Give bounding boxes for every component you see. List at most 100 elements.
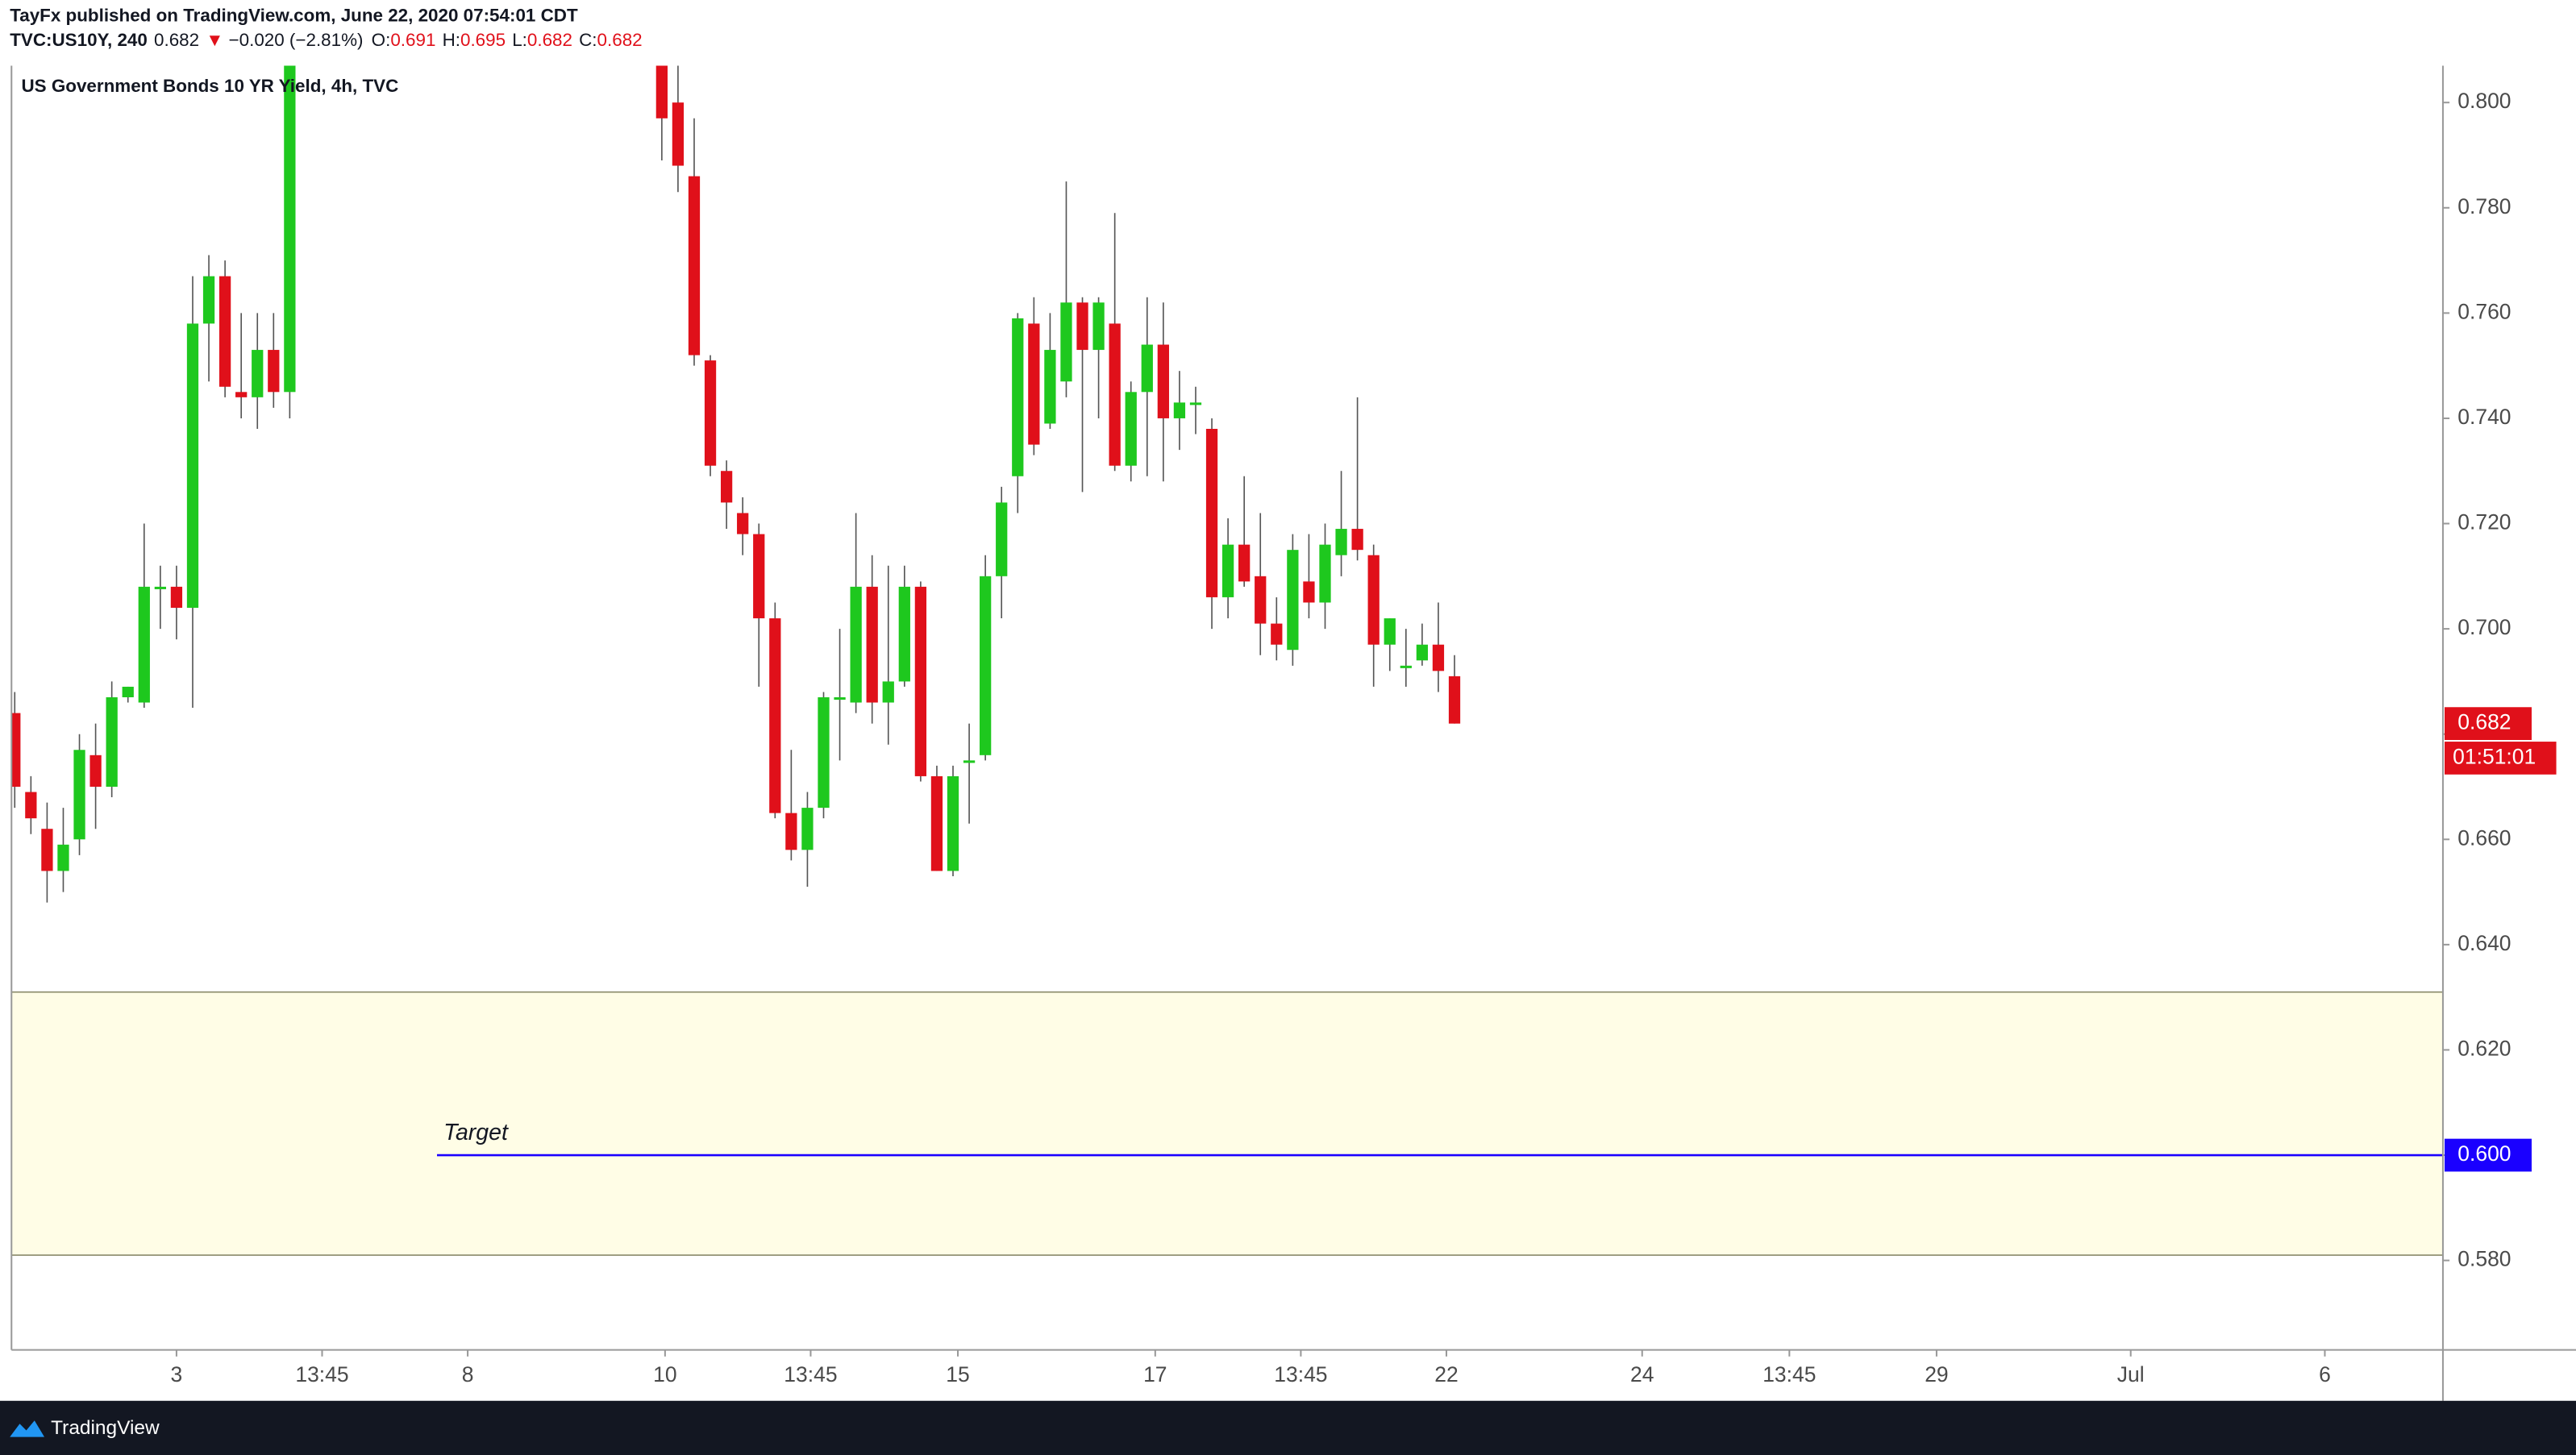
x-tick-label: 13:45: [1762, 1362, 1816, 1386]
header-line: TayFx published on TradingView.com, June…: [10, 5, 578, 25]
candle-body: [930, 775, 943, 871]
candle-body: [1384, 618, 1396, 645]
x-tick-label: 29: [1925, 1362, 1948, 1386]
candle-body: [1416, 644, 1429, 661]
candle-body: [720, 471, 733, 503]
y-tick-label: 0.740: [2457, 405, 2511, 429]
candle-body: [235, 392, 248, 397]
candle-body: [963, 760, 976, 763]
candle-body: [25, 792, 37, 819]
price: 0.682: [154, 30, 199, 50]
footer-brand: TradingView: [51, 1417, 160, 1439]
publisher: TayFx published on TradingView.com, June…: [10, 5, 578, 25]
countdown-label: 01:51:01: [2453, 744, 2536, 768]
h-value: 0.695: [460, 30, 506, 50]
candle-body: [737, 513, 749, 534]
candle-body: [850, 586, 862, 703]
plot-area: Target: [11, 65, 2443, 1256]
candle-body: [688, 176, 701, 355]
target-price-label: 0.600: [2457, 1141, 2511, 1166]
candle-body: [268, 350, 280, 393]
arrow: ▼: [206, 30, 223, 50]
candle-body: [89, 755, 102, 787]
y-tick-label: 0.800: [2457, 89, 2511, 113]
candle-body: [122, 686, 134, 697]
candle-body: [655, 65, 668, 118]
candle-body: [898, 586, 910, 682]
candle-body: [1141, 344, 1153, 393]
candle-body: [1351, 529, 1363, 551]
footer: [0, 1400, 2576, 1455]
candle-body: [1076, 302, 1088, 351]
x-tick-label: 15: [946, 1362, 969, 1386]
x-tick-label: 10: [653, 1362, 676, 1386]
last-price-label: 0.682: [2457, 710, 2511, 734]
candle-body: [1060, 302, 1072, 382]
candle-body: [138, 586, 150, 703]
countdown-tag: [2444, 742, 2557, 775]
candle-body: [1221, 544, 1234, 597]
candle-body: [1287, 550, 1299, 651]
candle-body: [252, 350, 264, 397]
x-tick-label: 3: [171, 1362, 183, 1386]
candle-body: [1238, 544, 1251, 582]
candle-body: [1189, 402, 1202, 405]
candle-body: [202, 276, 215, 324]
candle-body: [218, 276, 231, 387]
candle-body: [1400, 665, 1412, 668]
x-tick-label: 24: [1630, 1362, 1654, 1386]
symbol-line: TVC:US10Y, 240 0.682 ▼ −0.020 (−2.81%) O:0.6…: [10, 30, 642, 50]
c-label: C:: [579, 30, 597, 50]
candle-body: [882, 681, 894, 703]
candle-body: [947, 775, 959, 871]
x-tick-label: 13:45: [1274, 1362, 1327, 1386]
y-tick-label: 0.640: [2457, 931, 2511, 955]
candle-body: [704, 360, 717, 466]
candle-body: [996, 502, 1008, 576]
o-label: O:: [372, 30, 391, 50]
y-tick-label: 0.620: [2457, 1036, 2511, 1060]
candle-body: [1335, 529, 1347, 555]
candle-body: [154, 586, 166, 589]
x-tick-label: 13:45: [784, 1362, 837, 1386]
y-tick-label: 0.580: [2457, 1247, 2511, 1271]
y-tick-label: 0.700: [2457, 615, 2511, 639]
candle-body: [1367, 555, 1380, 645]
candle-body: [1173, 402, 1186, 418]
candle-body: [785, 813, 797, 850]
candle-body: [672, 102, 685, 166]
candle-body: [1303, 581, 1315, 603]
candle-body: [914, 586, 927, 776]
candle-body: [1125, 392, 1137, 466]
candle-body: [106, 696, 118, 787]
h-label: H:: [443, 30, 460, 50]
symbol: TVC:US10Y, 240: [10, 30, 148, 50]
candle-body: [980, 576, 992, 755]
x-tick-label: 6: [2319, 1362, 2331, 1386]
candle-body: [1205, 429, 1218, 597]
candle-body: [41, 829, 53, 871]
candle-body: [769, 618, 781, 813]
candle-body: [1092, 302, 1105, 351]
candle-body: [834, 696, 846, 700]
candle-body: [1255, 576, 1267, 624]
candle-body: [1012, 318, 1024, 476]
x-tick-label: 8: [462, 1362, 474, 1386]
c-value: 0.682: [597, 30, 643, 50]
candle-body: [1432, 644, 1445, 671]
x-tick-label: Jul: [2117, 1362, 2145, 1386]
candle-body: [284, 65, 296, 393]
candle-body: [11, 713, 21, 787]
y-tick-label: 0.760: [2457, 299, 2511, 323]
candle-body: [57, 844, 69, 871]
target-zone: [11, 991, 2443, 1256]
candle-body: [170, 586, 183, 608]
candle-body: [1044, 350, 1056, 424]
candle-body: [1109, 323, 1121, 466]
o-value: 0.691: [390, 30, 435, 50]
last-price-tag: [2444, 707, 2532, 741]
x-tick-label: 13:45: [295, 1362, 348, 1386]
candle-body: [1448, 676, 1461, 724]
y-tick-label: 0.780: [2457, 194, 2511, 218]
